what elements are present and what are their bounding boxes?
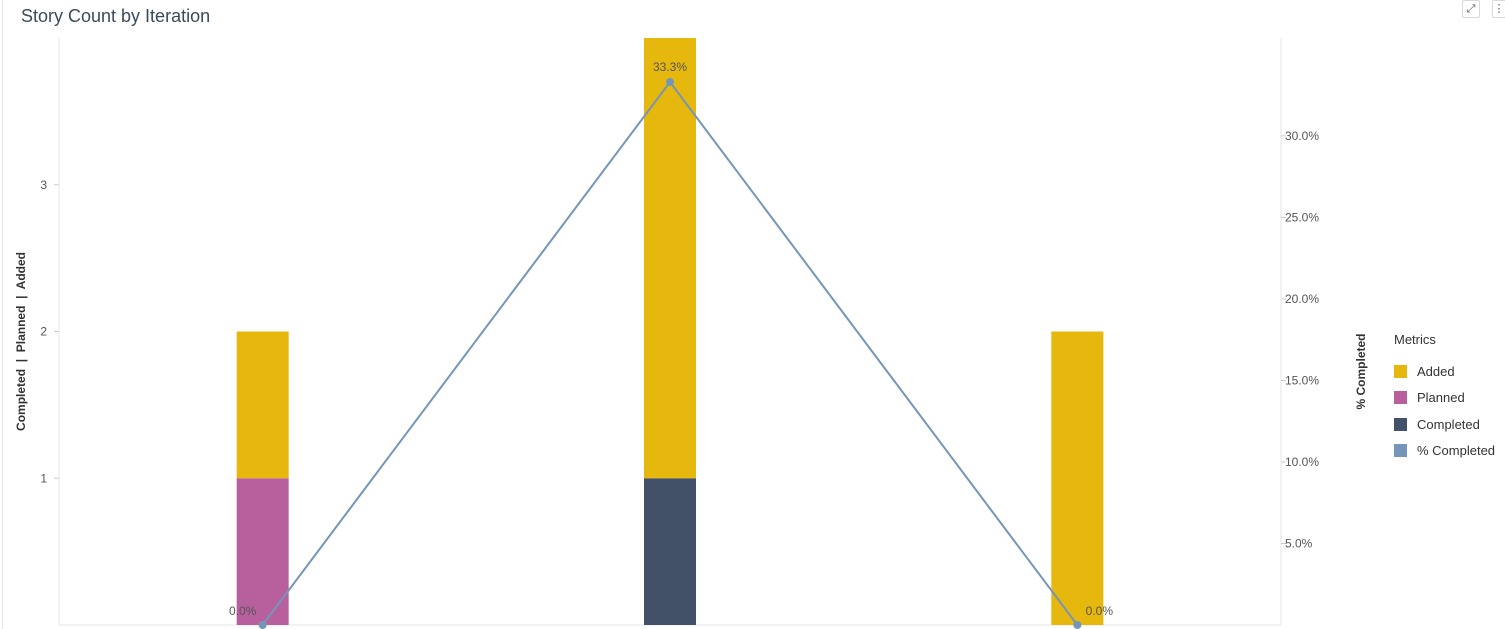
legend-item[interactable]: Added (1394, 358, 1495, 385)
y-right-tick-label: 5.0% (1285, 536, 1313, 550)
pct-completed-label-0: 0.0% (229, 604, 257, 618)
y-right-tick-label: 15.0% (1285, 373, 1319, 387)
legend-label: Planned (1417, 390, 1465, 406)
pct-completed-point-2 (1073, 621, 1082, 629)
more-vertical-icon[interactable]: ⋮ (1492, 0, 1505, 18)
legend-label: Completed (1417, 416, 1480, 432)
y-right-tick-label: 20.0% (1285, 292, 1319, 306)
legend-item[interactable]: Completed (1394, 411, 1495, 438)
legend: Metrics Added Planned Completed % Completed (1394, 332, 1495, 464)
pct-completed-label-1: 33.3% (653, 60, 687, 74)
legend-swatch (1394, 444, 1407, 458)
pct-completed-point-0 (258, 621, 267, 629)
legend-label: Added (1417, 363, 1455, 379)
legend-item[interactable]: Planned (1394, 385, 1495, 412)
y-tick-label: 1 (40, 471, 47, 485)
y-right-axis-title: % Completed (1354, 333, 1368, 409)
bar-completed-1 (644, 478, 696, 625)
y-tick-label: 3 (40, 178, 47, 192)
y-right-tick-label: 25.0% (1285, 210, 1319, 224)
y-right-tick-label: 10.0% (1285, 455, 1319, 469)
y-right-tick-label: 30.0% (1285, 129, 1319, 143)
legend-swatch (1394, 364, 1407, 378)
bar-added-2 (1051, 331, 1104, 625)
legend-label: % Completed (1417, 443, 1496, 459)
pct-completed-point-1 (666, 78, 674, 87)
chart-plot: 1 2 3 5.0% 10.0% 15.0% 20.0% 25.0% 30.0% Complete… (14, 38, 1368, 629)
bar-planned-0 (236, 478, 289, 625)
y-axis-title: Completed | Planned | Added (14, 252, 28, 431)
pct-completed-label-2: 0.0% (1086, 604, 1114, 618)
bar-added-1 (644, 38, 696, 479)
bar-added-0 (236, 331, 289, 479)
y-tick-label: 2 (40, 325, 47, 339)
legend-swatch (1394, 391, 1407, 405)
legend-swatch (1394, 417, 1407, 431)
legend-item[interactable]: % Completed (1394, 438, 1495, 465)
chart-title: Story Count by Iteration (21, 6, 211, 26)
legend-title: Metrics (1394, 332, 1436, 347)
expand-icon[interactable]: ⤢ (1462, 0, 1480, 18)
